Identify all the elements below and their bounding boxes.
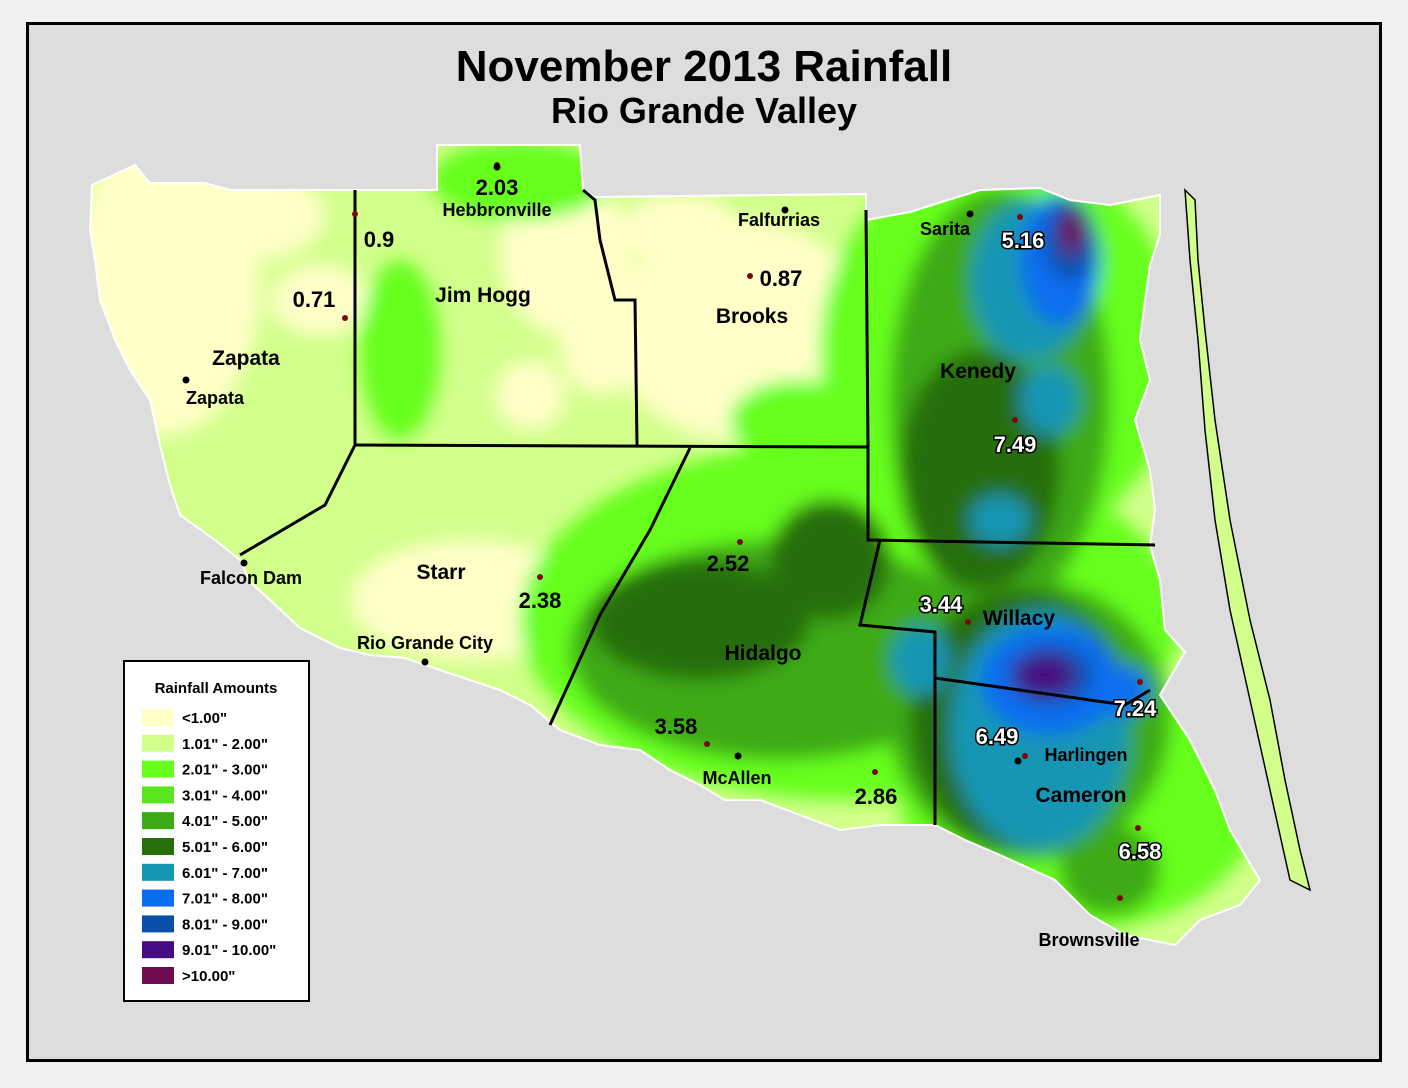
legend-swatch: [142, 941, 174, 959]
zapata-starr-boundary: [239, 444, 357, 557]
legend-label: 1.01" - 2.00": [182, 736, 268, 753]
gauge-dot: [537, 574, 543, 580]
city-label-harlingen: Harlingen: [1044, 745, 1127, 765]
county-label-cameron: Cameron: [1035, 784, 1126, 807]
rain-value-label: 2.86: [855, 784, 898, 809]
city-label-hebbronville: Hebbronville: [442, 200, 551, 220]
city-label-sarita: Sarita: [920, 219, 971, 239]
city-dot: [421, 658, 429, 666]
gauge-dot: [1017, 214, 1023, 220]
brooks-kenedy-boundary: [864, 209, 870, 448]
north-south-boundary: [354, 443, 869, 449]
city-dot: [493, 163, 501, 171]
city-labels: Zapata Hebbronville Falfurrias Sarita Fa…: [186, 200, 1140, 950]
rain-value-label: 7.24: [1114, 696, 1158, 721]
rain-value-label: 6.49: [976, 724, 1019, 749]
starr-hidalgo-boundary: [548, 447, 692, 726]
county-label-kenedy: Kenedy: [940, 360, 1016, 383]
city-label-zapata: Zapata: [186, 388, 245, 408]
legend-label: >10.00": [182, 968, 235, 985]
gauge-dot: [1012, 417, 1018, 423]
legend-swatch: [142, 734, 174, 752]
rain-value-label: 2.03: [476, 175, 519, 200]
rain-value-label: 6.58: [1119, 839, 1162, 864]
county-label-jim-hogg: Jim Hogg: [435, 284, 531, 307]
county-labels: Zapata Jim Hogg Brooks Kenedy Starr Hida…: [212, 284, 1126, 807]
region-outline: [88, 144, 1262, 947]
legend: Rainfall Amounts <1.00" 1.01" - 2.00" 2.01…: [123, 660, 310, 1002]
city-label-rio-grande-city: Rio Grande City: [357, 633, 493, 653]
rain-value-label: 7.49: [994, 432, 1037, 457]
legend-label: 4.01" - 5.00": [182, 813, 268, 830]
county-label-zapata: Zapata: [212, 347, 280, 370]
rain-value-label: 2.52: [707, 551, 750, 576]
willacy-cameron-boundary: [934, 676, 1151, 707]
rain-value-label: 3.44: [920, 592, 964, 617]
jimhogg-brooks-boundary: [582, 188, 639, 446]
gauge-dot: [352, 211, 358, 217]
legend-label: 7.01" - 8.00": [182, 891, 268, 908]
legend-swatch: [142, 760, 174, 778]
city-dot: [966, 210, 974, 218]
city-dot: [781, 206, 789, 214]
county-boundaries: [239, 188, 1156, 825]
city-label-brownsville: Brownsville: [1038, 930, 1139, 950]
legend-swatch: [142, 863, 174, 881]
county-label-brooks: Brooks: [716, 305, 788, 328]
legend-swatch: [142, 786, 174, 804]
legend-swatch: [142, 967, 174, 984]
county-label-willacy: Willacy: [983, 607, 1055, 630]
legend-label: 3.01" - 4.00": [182, 787, 268, 804]
legend-swatch: [142, 709, 174, 726]
legend-swatch: [142, 838, 174, 855]
kenedy-willacy-boundary: [866, 447, 1156, 547]
legend-rows: <1.00" 1.01" - 2.00" 2.01" - 3.00" 3.01" - …: [142, 709, 276, 985]
legend-label: 5.01" - 6.00": [182, 839, 268, 856]
rain-value-label: 0.71: [293, 287, 336, 312]
city-dot: [1014, 757, 1022, 765]
city-dot: [734, 752, 742, 760]
legend-label: <1.00": [182, 710, 227, 727]
city-dot: [240, 559, 248, 567]
rain-value-label: 2.38: [519, 588, 562, 613]
gauge-dot: [1137, 679, 1143, 685]
map-title: November 2013 Rainfall: [455, 42, 953, 91]
county-label-hidalgo: Hidalgo: [725, 642, 802, 665]
gauge-dot: [737, 539, 743, 545]
gauge-dot: [704, 741, 710, 747]
gauge-dot: [872, 769, 878, 775]
legend-label: 8.01" - 9.00": [182, 916, 268, 933]
legend-label: 6.01" - 7.00": [182, 865, 268, 882]
rain-gauges: [342, 162, 1143, 901]
city-label-mcallen: McAllen: [702, 768, 771, 788]
gauge-dot: [747, 273, 753, 279]
map-subtitle: Rio Grande Valley: [550, 90, 858, 131]
gauge-dot: [1117, 895, 1123, 901]
rain-value-label: 5.16: [1002, 228, 1045, 253]
gauge-dot: [1135, 825, 1141, 831]
city-label-falfurrias: Falfurrias: [738, 210, 820, 230]
county-label-starr: Starr: [416, 561, 465, 584]
padre-island: [1184, 188, 1312, 892]
rainfall-totals: 0.71 0.9 2.03 0.87 5.16 7.49 2.38 2.52 3…: [293, 175, 1163, 866]
legend-swatch: [142, 889, 174, 907]
gauge-dot: [1022, 753, 1028, 759]
gauge-dot: [965, 619, 971, 625]
legend-label: 2.01" - 3.00": [182, 762, 268, 779]
gauge-dot: [342, 315, 348, 321]
rain-value-label: 0.9: [364, 227, 395, 252]
city-markers: [182, 163, 1022, 765]
legend-swatch: [142, 812, 174, 830]
city-label-falcon-dam: Falcon Dam: [200, 568, 302, 588]
hidalgo-willacy-cameron-boundary: [858, 539, 937, 825]
legend-title: Rainfall Amounts: [155, 680, 278, 697]
legend-swatch: [142, 915, 174, 933]
rain-value-label: 3.58: [655, 714, 698, 739]
rain-value-label: 0.87: [760, 266, 803, 291]
city-dot: [182, 376, 190, 384]
legend-label: 9.01" - 10.00": [182, 942, 276, 959]
